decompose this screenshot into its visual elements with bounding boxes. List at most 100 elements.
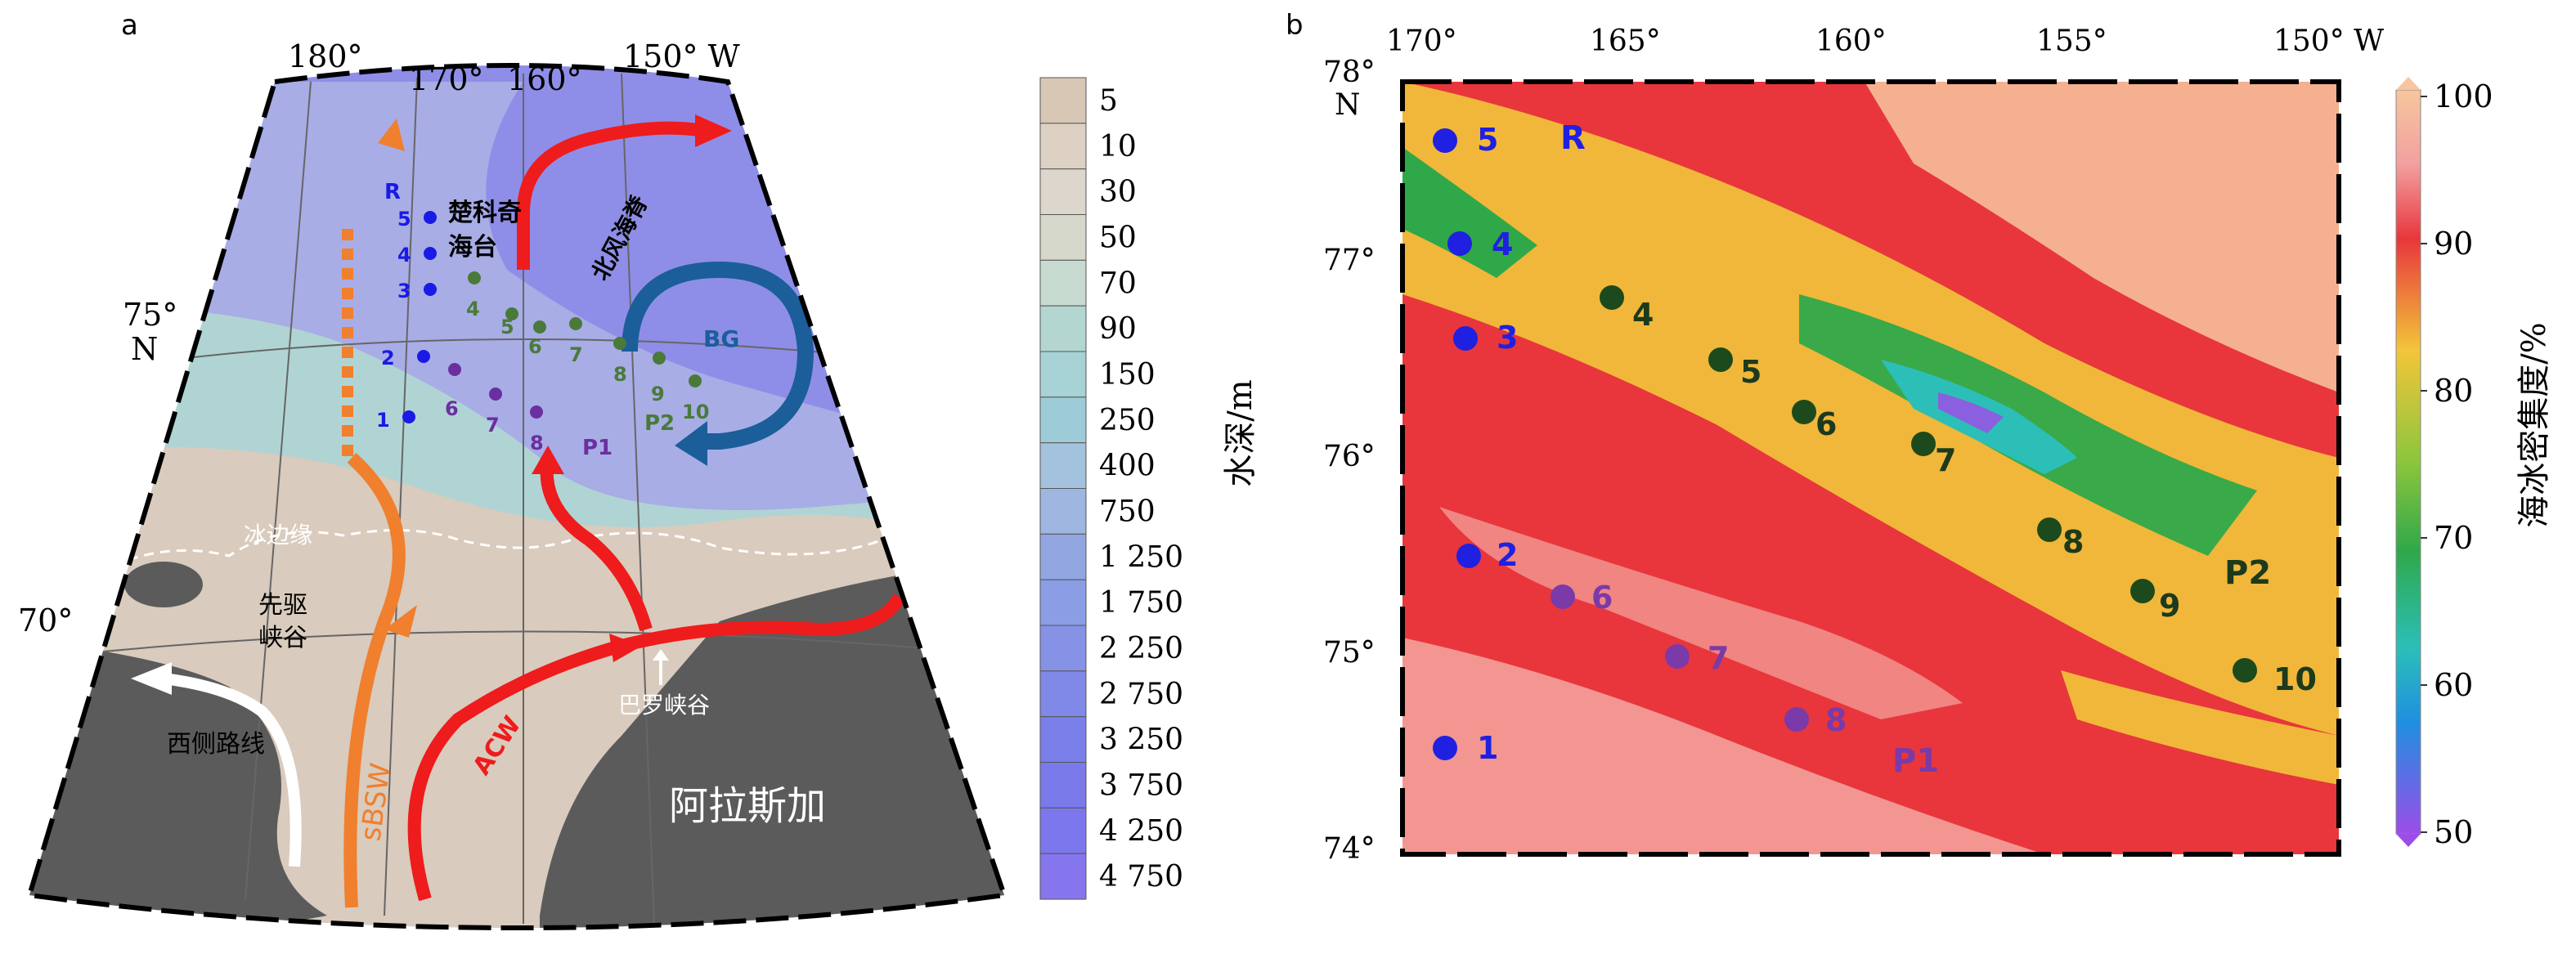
depth-colorbar-tick-label: 1 250	[1099, 540, 1183, 574]
depth-colorbar-cell	[1039, 77, 1087, 124]
lat-75: 75°	[123, 297, 177, 333]
beaufort-current	[517, 121, 705, 270]
depth-colorbar-cell	[1039, 807, 1087, 854]
b-station-p1-6-label: 6	[1591, 580, 1613, 616]
stations-r-a: R 5 4 3 2 1	[376, 180, 437, 432]
depth-colorbar-tick-label: 3 250	[1099, 723, 1183, 757]
b-lon-165: 165°	[1590, 25, 1661, 58]
b-station-p2-4-label: 4	[1632, 297, 1654, 333]
depth-colorbar-cell	[1039, 351, 1087, 398]
ice-high-south	[1402, 638, 2044, 854]
ice-colorbar-tick-label: 80	[2434, 373, 2473, 409]
b-station-p2-5	[1708, 347, 1733, 372]
panel-b-frame	[1400, 79, 2341, 857]
stations-p1-b: 6 7 8 P1	[1551, 580, 1939, 780]
b-station-p2-9-label: 9	[2159, 588, 2180, 624]
station-p2-4	[468, 271, 481, 284]
ice-colorbar-tick-label: 50	[2434, 814, 2473, 850]
b-station-p2-10	[2233, 658, 2257, 683]
lon-160: 160°	[507, 61, 582, 97]
ice-colorbar-bottom-cap	[2396, 834, 2421, 847]
depth-colorbar-tick-label: 50	[1099, 221, 1137, 254]
panel-b-map	[1402, 82, 2339, 854]
depth-colorbar: 5 10 30 50 70 90 150 250 400 750 1 250 1 750 2 250 2 …	[1039, 77, 1183, 900]
station-p1-6-label: 6	[445, 397, 459, 420]
depth-colorbar-tick-label: 70	[1099, 267, 1137, 300]
ice-green-nw	[1402, 147, 1537, 278]
b-station-p2-6-label: 6	[1815, 406, 1837, 442]
ice-edge-line	[97, 529, 1004, 574]
northward-current	[540, 456, 653, 632]
b-station-p1-7-label: 7	[1708, 640, 1729, 676]
b-station-p2-8	[2037, 517, 2062, 542]
depth-colorbar-tick-label: 250	[1099, 404, 1156, 437]
ice-colorbar	[2395, 89, 2421, 835]
b-station-r5	[1433, 128, 1457, 153]
station-r1	[402, 410, 415, 423]
wrangel-island	[124, 562, 203, 607]
b-group-p2-label: P2	[2224, 554, 2271, 592]
station-p2-9-label: 9	[651, 383, 665, 405]
ice-high-band	[1439, 507, 1963, 719]
depth-colorbar-cell	[1039, 396, 1087, 444]
western-route-arrow	[163, 673, 302, 867]
depth-colorbar-cell	[1039, 762, 1087, 809]
panel-a-label: a	[121, 9, 138, 42]
station-p1-8-label: 8	[530, 432, 544, 455]
b-lat-76: 76°	[1323, 440, 1376, 473]
b-group-r-label: R	[1560, 119, 1586, 157]
b-station-p2-10-label: 10	[2273, 661, 2317, 697]
station-r4	[424, 247, 437, 260]
ice-colorbar-ticks: 100 90 80 70 60 50	[2421, 78, 2493, 850]
depth-colorbar-tick-label: 4 250	[1099, 814, 1183, 848]
panel-a-map	[29, 65, 1004, 928]
station-p1-8	[530, 405, 543, 419]
beaufort-arrowhead	[695, 114, 732, 147]
bg-arrowhead	[675, 421, 707, 466]
b-station-r2-label: 2	[1497, 537, 1518, 573]
sbsw-arrowhead	[384, 605, 417, 638]
depth-colorbar-cell	[1039, 305, 1087, 352]
station-p2-10	[689, 374, 702, 387]
station-p2-5	[505, 307, 518, 320]
barrow-pointer-head	[653, 649, 669, 661]
b-station-p1-8-label: 8	[1825, 702, 1847, 738]
barrow-canyon-label: 巴罗峡谷	[618, 692, 710, 719]
acw-current	[407, 639, 624, 902]
graticule	[78, 73, 990, 925]
ice-colorbar-title: 海冰密集度/%	[2515, 322, 2553, 527]
depth-colorbar-tick-label: 750	[1099, 495, 1156, 528]
depth-colorbar-tick-label: 30	[1099, 176, 1137, 209]
lon-180: 180°	[288, 38, 363, 74]
depth-colorbar-cell	[1039, 168, 1087, 216]
station-r5-label: 5	[397, 208, 411, 231]
station-p1-7	[489, 387, 502, 401]
station-r2	[417, 350, 430, 363]
depth-colorbar-cell	[1039, 442, 1087, 490]
depth-colorbar-cell	[1039, 488, 1087, 535]
b-lat-77: 77°	[1323, 244, 1376, 277]
stations-p2-a: 4 5 6 7 8 9 10 P2	[466, 271, 709, 436]
depth-colorbar-tick-label: 150	[1099, 358, 1156, 392]
depth-colorbar-tick-label: 2 750	[1099, 678, 1183, 711]
stations-p1-a: 6 7 8 P1	[445, 363, 613, 460]
ice-edge-label: 冰边缘	[244, 522, 312, 549]
b-lat-n: N	[1335, 88, 1361, 122]
station-p2-7	[569, 317, 582, 330]
b-group-p1-label: P1	[1892, 742, 1939, 780]
station-p2-6	[533, 320, 546, 334]
b-station-p1-8	[1784, 707, 1809, 732]
depth-colorbar-cell	[1039, 214, 1087, 261]
b-station-p2-6	[1792, 400, 1816, 424]
station-p2-6-label: 6	[528, 335, 542, 358]
ice-yellow-belt	[1402, 82, 2339, 736]
station-r3-label: 3	[397, 280, 411, 302]
panel-b-label: b	[1286, 9, 1304, 42]
b-station-r5-label: 5	[1477, 122, 1498, 158]
ice-colorbar-tick-label: 90	[2434, 226, 2473, 262]
western-route-label: 西侧路线	[167, 730, 265, 759]
b-station-r3-label: 3	[1497, 320, 1518, 356]
depth-colorbar-cell	[1039, 579, 1087, 626]
station-r4-label: 4	[397, 244, 411, 267]
ice-min-core	[1938, 392, 2004, 433]
